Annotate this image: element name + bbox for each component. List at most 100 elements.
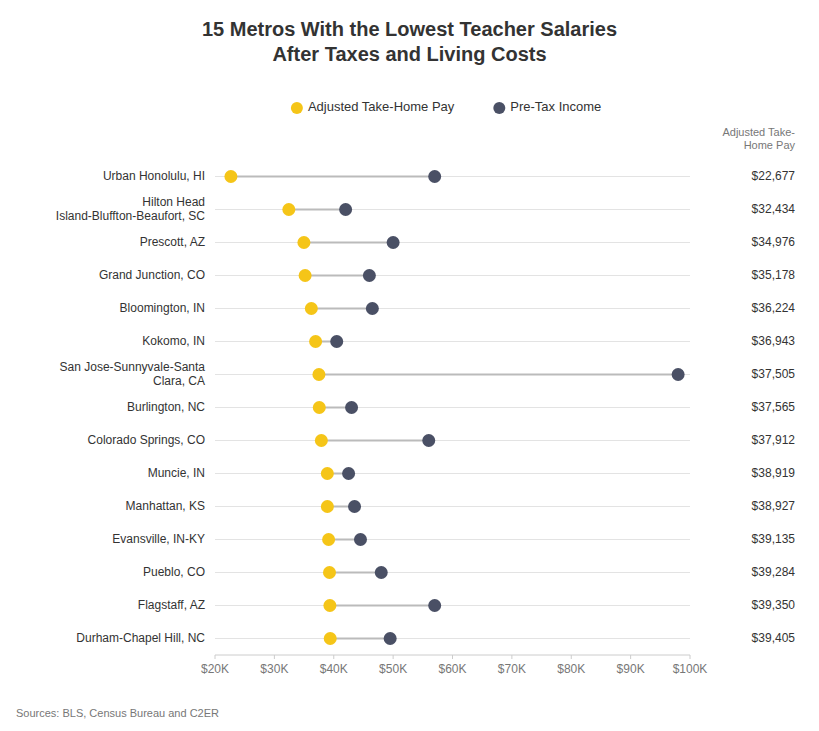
category-label: Pueblo, CO	[143, 565, 205, 579]
dot	[324, 632, 337, 645]
text-line: Muncie, IN	[148, 466, 205, 480]
legend-label: Adjusted Take-Home Pay	[308, 99, 455, 114]
category-label: Burlington, NC	[127, 400, 205, 414]
dot	[299, 269, 312, 282]
text-line: Island-Bluffton-Beaufort, SC	[56, 209, 206, 223]
connector	[321, 440, 428, 442]
text-line: Prescott, AZ	[140, 235, 205, 249]
x-tick-label: $80K	[557, 662, 585, 676]
text-line: Adjusted Take-	[722, 126, 795, 138]
text-line: Burlington, NC	[127, 400, 205, 414]
source: Sources: BLS, Census Bureau and C2ER	[16, 707, 219, 719]
x-tick-label: $50K	[379, 662, 407, 676]
category-label: Manhattan, KS	[126, 499, 205, 513]
column-header: Adjusted Take-Home Pay	[722, 126, 795, 151]
text-line: Colorado Springs, CO	[88, 433, 205, 447]
x-tick	[274, 655, 275, 659]
dot	[305, 302, 318, 315]
dot	[323, 566, 336, 579]
category-label: Evansville, IN-KY	[112, 532, 205, 546]
text-line: Home Pay	[744, 139, 796, 151]
text-line: Flagstaff, AZ	[138, 598, 205, 612]
connector	[330, 638, 390, 640]
text-line: San Jose-Sunnyvale-Santa	[60, 360, 206, 374]
data-label: $39,405	[752, 631, 796, 645]
text-line: Manhattan, KS	[126, 499, 205, 513]
x-tick-label: $30K	[260, 662, 288, 676]
category-label: Urban Honolulu, HI	[103, 169, 205, 183]
connector	[305, 275, 369, 277]
data-label: $39,350	[752, 598, 796, 612]
category-label: Bloomington, IN	[120, 301, 205, 315]
row-grid-line	[215, 308, 690, 309]
dot	[354, 533, 367, 546]
text-line: Clara, CA	[153, 374, 205, 388]
row-grid-line	[215, 605, 690, 606]
row-grid-line	[215, 341, 690, 342]
background	[0, 0, 819, 731]
data-label: $32,434	[752, 202, 796, 216]
x-tick-label: $60K	[438, 662, 466, 676]
category-label: San Jose-Sunnyvale-SantaClara, CA	[60, 360, 206, 388]
text-line: Pueblo, CO	[143, 565, 205, 579]
x-tick	[452, 655, 453, 659]
legend-label: Pre-Tax Income	[510, 99, 601, 114]
data-label: $38,927	[752, 499, 796, 513]
dot	[313, 401, 326, 414]
row-grid-line	[215, 407, 690, 408]
x-tick	[511, 655, 512, 659]
row-grid-line	[215, 638, 690, 639]
data-label: $22,677	[752, 169, 796, 183]
dot	[363, 269, 376, 282]
dot	[321, 467, 334, 480]
dot	[315, 434, 328, 447]
x-tick	[333, 655, 334, 659]
dot	[366, 302, 379, 315]
data-label: $34,976	[752, 235, 796, 249]
row-grid-line	[215, 572, 690, 573]
dot	[339, 203, 352, 216]
category-label: Durham-Chapel Hill, NC	[76, 631, 205, 645]
connector	[304, 242, 393, 244]
x-tick	[571, 655, 572, 659]
text-line: 15 Metros With the Lowest Teacher Salari…	[202, 18, 617, 40]
category-label: Prescott, AZ	[140, 235, 205, 249]
row-grid-line	[215, 440, 690, 441]
dot	[375, 566, 388, 579]
text-line: After Taxes and Living Costs	[272, 43, 546, 65]
connector	[311, 308, 372, 310]
connector	[231, 176, 435, 178]
x-tick	[690, 655, 691, 659]
dot	[672, 368, 685, 381]
dot	[387, 236, 400, 249]
legend-swatch	[291, 102, 303, 114]
title: 15 Metros With the Lowest Teacher Salari…	[202, 18, 617, 65]
data-labels: $22,677$32,434$34,976$35,178$36,224$36,9…	[752, 169, 796, 645]
connector	[289, 209, 346, 211]
dot	[345, 401, 358, 414]
connector	[319, 374, 678, 376]
marks	[224, 170, 684, 645]
data-label: $36,943	[752, 334, 796, 348]
x-tick	[393, 655, 394, 659]
data-label: $38,919	[752, 466, 796, 480]
row-grid-line	[215, 506, 690, 507]
data-label: $39,135	[752, 532, 796, 546]
row-grid-line	[215, 242, 690, 243]
dot	[428, 170, 441, 183]
dot	[348, 500, 361, 513]
x-tick-label: $40K	[320, 662, 348, 676]
dot	[224, 170, 237, 183]
data-label: $35,178	[752, 268, 796, 282]
text-line: Kokomo, IN	[142, 334, 205, 348]
x-tick	[630, 655, 631, 659]
category-label: Colorado Springs, CO	[88, 433, 205, 447]
text-line: Grand Junction, CO	[99, 268, 205, 282]
x-tick-label: $90K	[617, 662, 645, 676]
dot	[342, 467, 355, 480]
category-label: Muncie, IN	[148, 466, 205, 480]
category-label: Hilton HeadIsland-Bluffton-Beaufort, SC	[56, 195, 206, 223]
row-grid-line	[215, 374, 690, 375]
text-line: Durham-Chapel Hill, NC	[76, 631, 205, 645]
data-label: $39,284	[752, 565, 796, 579]
